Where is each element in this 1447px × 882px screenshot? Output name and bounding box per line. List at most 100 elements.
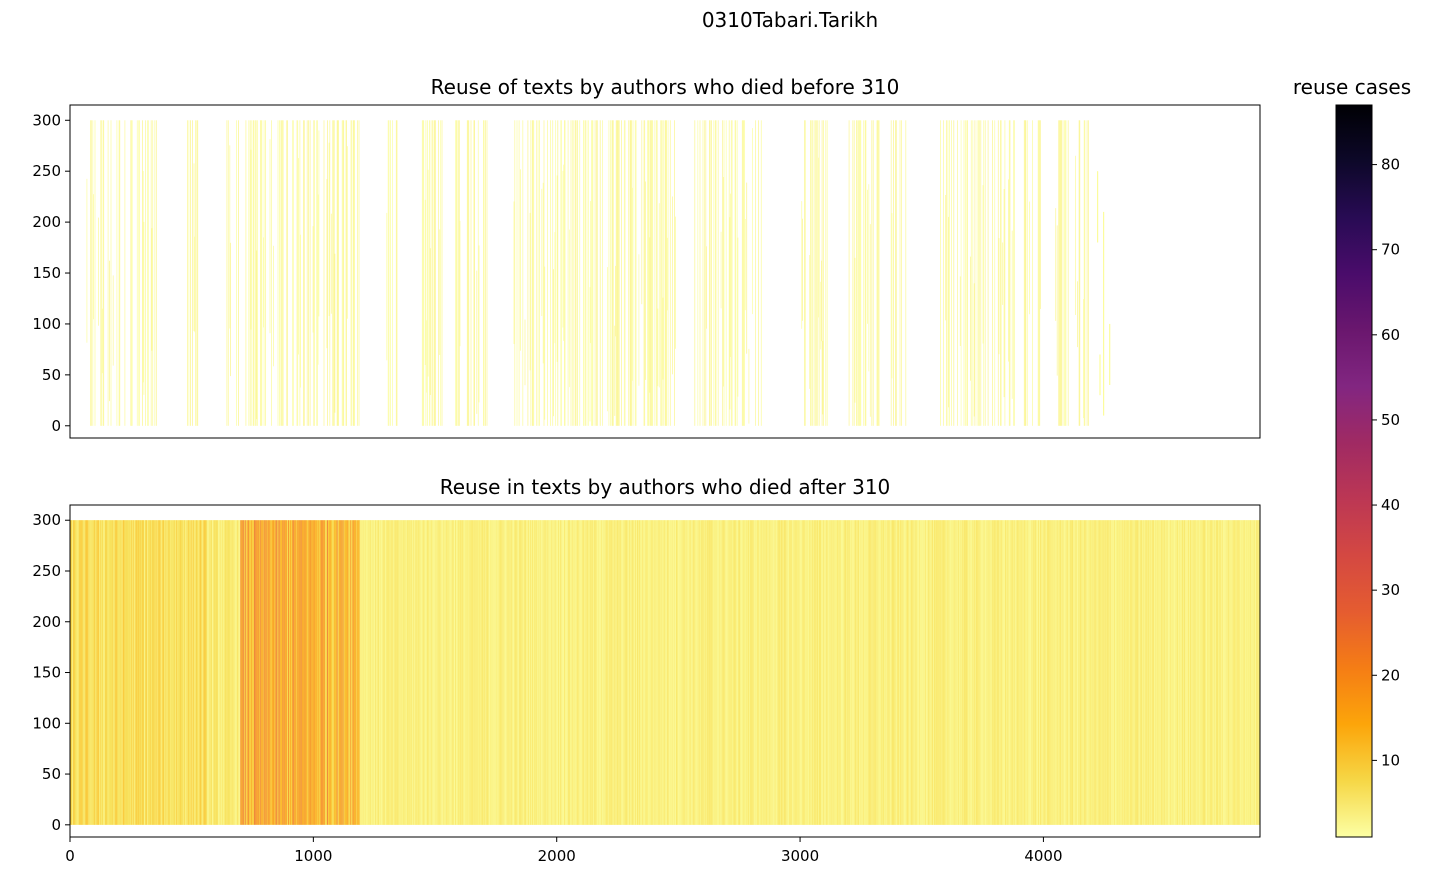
heatmap-cell <box>435 520 437 825</box>
heatmap-cell <box>1011 230 1013 399</box>
heatmap-cell <box>792 520 794 825</box>
heatmap-cell <box>659 520 661 825</box>
heatmap-cell <box>1079 520 1081 825</box>
heatmap-cell <box>456 520 458 825</box>
heatmap-cell <box>477 520 479 825</box>
heatmap-cell <box>998 520 1000 825</box>
heatmap-cell <box>852 120 854 426</box>
heatmap-cell <box>1221 520 1223 825</box>
heatmap-cell <box>430 120 432 426</box>
heatmap-cell <box>752 128 753 315</box>
heatmap-cell <box>537 520 539 825</box>
heatmap-cell <box>1009 520 1011 825</box>
heatmap-cell <box>1045 520 1047 825</box>
heatmap-cell <box>664 120 666 426</box>
heatmap-cell <box>154 520 156 825</box>
heatmap-cell <box>204 520 206 825</box>
heatmap-cell <box>317 120 318 426</box>
heatmap-cell <box>532 520 534 825</box>
heatmap-cell <box>312 520 314 825</box>
heatmap-cell <box>286 520 288 825</box>
heatmap-cell <box>251 120 253 426</box>
heatmap-cell <box>804 120 805 426</box>
heatmap-cell <box>817 120 819 426</box>
heatmap-cell <box>323 120 325 426</box>
heatmap-cell <box>705 520 707 825</box>
heatmap-cell <box>131 120 133 426</box>
heatmap-cell <box>203 520 205 825</box>
heatmap-cell <box>1197 520 1199 825</box>
heatmap-cell <box>299 520 301 825</box>
heatmap-cell <box>488 520 490 825</box>
heatmap-cell <box>562 170 564 328</box>
heatmap-cell <box>352 120 354 426</box>
heatmap-cell <box>900 520 902 825</box>
heatmap-cell <box>157 520 159 825</box>
heatmap-cell <box>666 520 668 825</box>
heatmap-cell <box>804 120 806 426</box>
heatmap-cell <box>934 520 936 825</box>
heatmap-cell <box>664 520 666 825</box>
heatmap-cell <box>1031 520 1033 825</box>
heatmap-cell <box>863 120 865 426</box>
heatmap-cell <box>473 120 475 426</box>
heatmap-cell <box>444 520 446 825</box>
heatmap-cell <box>338 120 339 426</box>
heatmap-cell <box>383 520 384 825</box>
heatmap-cell <box>567 520 569 825</box>
heatmap-cell <box>1116 520 1118 825</box>
heatmap-cell <box>1199 520 1201 825</box>
heatmap-cell <box>793 520 795 825</box>
heatmap-cell <box>1206 520 1208 825</box>
heatmap-cell <box>387 520 389 825</box>
heatmap-cell <box>145 520 146 825</box>
heatmap-cell <box>656 520 658 825</box>
heatmap-cell <box>1142 520 1144 825</box>
heatmap-cell <box>279 120 280 426</box>
heatmap-cell <box>199 520 201 825</box>
heatmap-cell <box>614 325 616 416</box>
heatmap-cell <box>1047 520 1049 825</box>
heatmap-cell <box>217 520 218 825</box>
heatmap-cell <box>470 520 472 825</box>
heatmap-cell <box>558 520 560 825</box>
heatmap-cell <box>925 520 927 825</box>
heatmap-cell <box>260 120 262 426</box>
heatmap-cell <box>441 520 443 825</box>
heatmap-cell <box>144 520 145 825</box>
heatmap-cell <box>1006 520 1008 825</box>
heatmap-cell <box>278 520 280 825</box>
heatmap-cell <box>866 520 868 825</box>
heatmap-cell <box>859 120 861 426</box>
heatmap-cell <box>735 520 737 825</box>
heatmap-cell <box>94 120 96 426</box>
heatmap-cell <box>720 231 722 309</box>
heatmap-cell <box>263 237 264 328</box>
heatmap-cell <box>997 120 999 426</box>
heatmap-cell <box>458 120 460 426</box>
heatmap-cell <box>961 520 963 825</box>
heatmap-cell <box>95 520 97 825</box>
heatmap-cell <box>563 164 565 341</box>
heatmap-cell <box>1155 520 1157 825</box>
heatmap-cell <box>872 520 874 825</box>
heatmap-cell <box>930 520 931 825</box>
heatmap-cell <box>466 520 468 825</box>
heatmap-cell <box>1008 179 1009 362</box>
heatmap-cell <box>469 520 471 825</box>
heatmap-cell <box>631 187 633 381</box>
heatmap-cell <box>434 520 436 825</box>
heatmap-cell <box>357 520 359 825</box>
heatmap-cell <box>1067 520 1069 825</box>
heatmap-cell <box>936 520 938 825</box>
heatmap-cell <box>268 520 270 825</box>
heatmap-cell <box>230 242 231 377</box>
heatmap-cell <box>789 520 791 825</box>
heatmap-cell <box>375 520 377 825</box>
heatmap-cell <box>905 120 907 426</box>
heatmap-cell <box>291 520 292 825</box>
heatmap-cell <box>465 520 467 825</box>
heatmap-cell <box>514 520 516 825</box>
heatmap-cell <box>512 520 514 825</box>
heatmap-cell <box>250 149 252 330</box>
